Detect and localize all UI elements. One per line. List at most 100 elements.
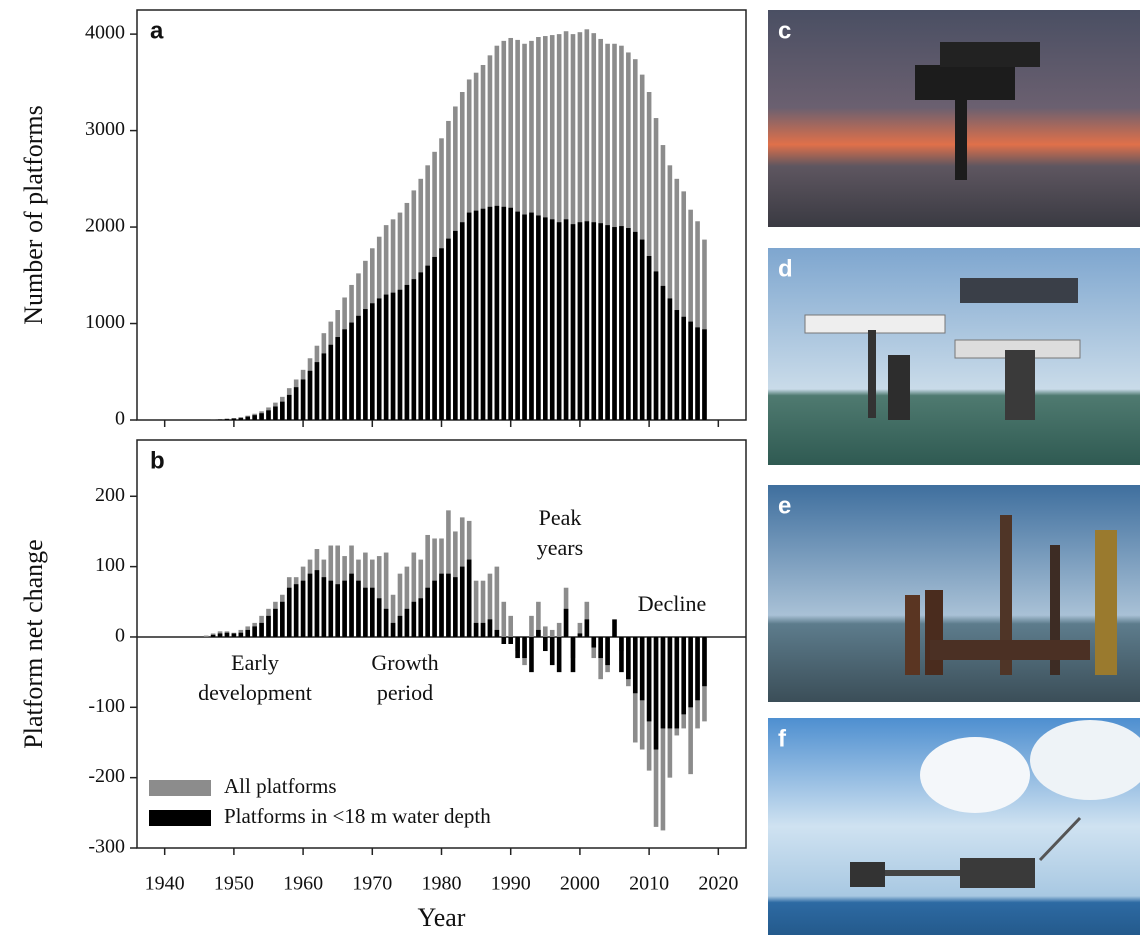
bar: [674, 310, 680, 420]
bar: [439, 573, 444, 637]
bar: [695, 221, 700, 420]
bar: [363, 309, 368, 420]
x-axis-label: Year: [418, 903, 466, 932]
bar: [466, 212, 472, 420]
bar: [459, 566, 465, 637]
bar: [480, 580, 486, 637]
bar: [342, 580, 347, 637]
bar: [404, 284, 410, 420]
bar: [543, 636, 548, 652]
bar: [356, 315, 361, 420]
bar: [688, 209, 693, 420]
bar: [605, 225, 610, 420]
bar: [626, 228, 631, 420]
bar: [529, 636, 534, 673]
bar: [425, 587, 430, 637]
bar: [522, 214, 527, 420]
annotation: period: [377, 680, 433, 705]
bar: [577, 622, 583, 637]
bar: [418, 598, 424, 637]
bar: [494, 205, 500, 420]
panel-label: b: [150, 447, 165, 474]
bar: [453, 577, 458, 637]
bar: [487, 619, 493, 637]
photo-f: [768, 718, 1140, 935]
bar: [397, 289, 403, 420]
bar: [397, 615, 403, 637]
x-tick-label: 1970: [352, 873, 392, 895]
legend-swatch: [149, 810, 211, 826]
bar: [632, 231, 638, 420]
bar: [376, 598, 382, 637]
bar: [404, 608, 410, 637]
y-tick-label: 100: [95, 554, 125, 576]
bar: [508, 615, 514, 637]
bar: [217, 633, 223, 637]
bar: [473, 580, 479, 637]
bar: [639, 239, 645, 420]
bar: [563, 219, 569, 420]
bar: [383, 552, 389, 637]
bar: [660, 636, 666, 729]
bar: [536, 629, 541, 637]
bar: [695, 636, 700, 701]
y-axis-label: Platform net change: [19, 539, 48, 748]
bar: [307, 573, 313, 637]
y-tick-label: 200: [95, 484, 125, 506]
legend-swatch: [149, 780, 211, 796]
bar: [349, 573, 354, 637]
bar: [570, 636, 576, 673]
bar: [342, 329, 347, 420]
annotation: Early: [231, 650, 279, 675]
y-tick-label: -200: [88, 765, 125, 787]
bar: [307, 370, 313, 420]
x-tick-label: 1980: [422, 873, 462, 895]
bar: [446, 238, 451, 420]
bar: [619, 636, 624, 673]
bar: [681, 636, 687, 715]
bar: [203, 635, 209, 637]
bar: [418, 272, 424, 420]
x-tick-label: 2010: [629, 873, 669, 895]
bar: [300, 379, 306, 420]
bar: [487, 573, 493, 637]
photo-label: f: [778, 725, 787, 752]
bar: [584, 619, 590, 637]
bar: [397, 573, 403, 637]
bar: [432, 256, 437, 420]
bar: [543, 626, 548, 637]
bar: [536, 601, 541, 637]
bar: [383, 294, 389, 420]
bar: [376, 556, 382, 637]
bar: [432, 580, 437, 637]
bar: [480, 208, 486, 420]
bar: [681, 191, 687, 420]
bar: [598, 223, 603, 420]
bar: [632, 636, 638, 694]
bar: [543, 217, 548, 420]
bar: [549, 219, 555, 420]
bar: [591, 222, 597, 420]
bar: [217, 419, 223, 420]
bar: [646, 636, 652, 722]
annotation: Decline: [638, 591, 706, 616]
bar: [688, 321, 693, 420]
bar: [314, 570, 320, 637]
annotation: Growth: [371, 650, 438, 675]
bar: [515, 636, 520, 659]
bar: [252, 415, 257, 420]
bar: [425, 534, 430, 637]
bar: [688, 636, 693, 708]
bar: [695, 327, 700, 420]
bar: [480, 622, 486, 637]
x-tick-label: 2020: [698, 873, 738, 895]
annotation: years: [537, 535, 583, 560]
bar: [577, 222, 583, 420]
bar: [231, 418, 237, 420]
bar: [667, 636, 673, 729]
y-tick-label: 0: [115, 625, 125, 647]
bar: [231, 633, 237, 637]
bar: [584, 601, 590, 637]
bar: [674, 178, 680, 420]
y-tick-label: 0: [115, 408, 125, 430]
